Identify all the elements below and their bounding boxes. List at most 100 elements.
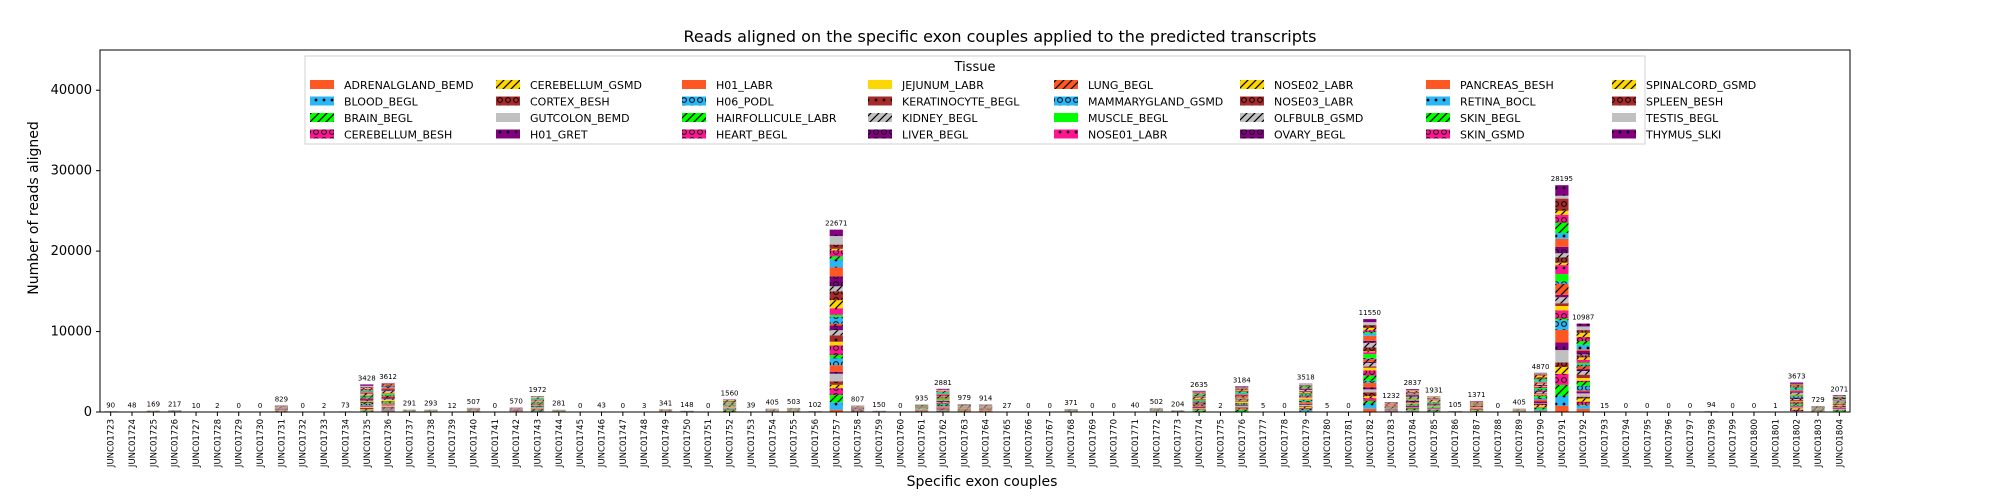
legend-label: CEREBELLUM_BESH bbox=[344, 129, 452, 142]
bar-segment bbox=[1299, 389, 1313, 392]
bar-segment bbox=[1576, 354, 1590, 356]
bar-segment bbox=[722, 407, 737, 408]
x-tick-label: JUNC01763 bbox=[960, 419, 970, 468]
legend-label: KIDNEY_BEGL bbox=[902, 112, 978, 125]
bar-segment bbox=[1555, 303, 1569, 306]
legend-item: H01_GRET bbox=[496, 129, 588, 142]
bar-segment bbox=[1405, 399, 1420, 401]
bar-segment bbox=[1235, 400, 1249, 402]
bar-segment bbox=[1533, 407, 1548, 410]
data-label: 0 bbox=[1111, 402, 1115, 410]
data-label: 169 bbox=[147, 401, 160, 409]
bar-segment bbox=[829, 248, 843, 251]
bar-segment bbox=[1235, 402, 1249, 404]
bar-segment bbox=[530, 407, 545, 408]
data-label: 2 bbox=[215, 402, 219, 410]
bar-segment bbox=[1363, 325, 1377, 328]
x-tick-label: JUNC01774 bbox=[1195, 419, 1205, 468]
bar-segment bbox=[1576, 391, 1590, 394]
legend-label: CEREBELLUM_GSMD bbox=[530, 79, 642, 92]
legend-item: RETINA_BOCL bbox=[1426, 96, 1537, 109]
x-tick-label: JUNC01728 bbox=[213, 419, 223, 468]
bar-segment bbox=[1299, 393, 1313, 395]
legend-label: HAIRFOLLICULE_LABR bbox=[716, 112, 837, 125]
bar-segment bbox=[1576, 326, 1590, 331]
bar-segment bbox=[1790, 383, 1804, 385]
x-tick-label: JUNC01780 bbox=[1323, 419, 1333, 468]
bar-segment bbox=[1576, 404, 1590, 406]
bar-segment bbox=[530, 401, 545, 403]
legend-label: SKIN_BEGL bbox=[1460, 112, 1521, 125]
bar-segment bbox=[1192, 405, 1206, 406]
bar-segment bbox=[936, 405, 950, 407]
x-tick-label: JUNC01723 bbox=[107, 419, 117, 468]
x-tick-label: JUNC01742 bbox=[512, 419, 522, 468]
bar-segment bbox=[829, 323, 843, 326]
bar-segment bbox=[1299, 391, 1313, 393]
bar-segment bbox=[1235, 390, 1249, 392]
legend-item: HEART_BEGL bbox=[682, 129, 788, 142]
bar-segment bbox=[1576, 401, 1590, 405]
legend-label: BRAIN_BEGL bbox=[344, 112, 413, 125]
y-tick-label: 30000 bbox=[51, 164, 92, 179]
legend-swatch bbox=[1612, 96, 1636, 106]
bar-segment bbox=[1427, 403, 1441, 405]
x-tick-label: JUNC01785 bbox=[1430, 419, 1440, 468]
x-tick-label: JUNC01735 bbox=[363, 419, 373, 468]
x-tick-label: JUNC01795 bbox=[1643, 419, 1653, 468]
bar-segment bbox=[1790, 401, 1804, 403]
data-label: 0 bbox=[1645, 402, 1649, 410]
data-label: 0 bbox=[1026, 402, 1030, 410]
bar-segment bbox=[381, 383, 395, 385]
bar-stack bbox=[1149, 407, 1164, 412]
data-label: 935 bbox=[915, 394, 928, 402]
bar-segment bbox=[936, 397, 950, 399]
bar-segment bbox=[1533, 405, 1548, 408]
bar-segment bbox=[829, 291, 843, 301]
legend-label: CORTEX_BESH bbox=[530, 96, 610, 109]
bar-segment bbox=[722, 406, 737, 407]
bar-segment bbox=[1363, 335, 1377, 341]
bar-stack bbox=[1469, 400, 1484, 412]
bar-segment bbox=[936, 391, 950, 393]
bar-segment bbox=[829, 267, 843, 277]
x-tick-label: JUNC01765 bbox=[1003, 419, 1013, 468]
bar-segment bbox=[1555, 305, 1569, 311]
bar-segment bbox=[1363, 362, 1377, 367]
bar-stack bbox=[1384, 402, 1398, 412]
x-tick-label: JUNC01761 bbox=[918, 419, 928, 468]
bar-segment bbox=[1576, 337, 1590, 342]
bar-segment bbox=[1363, 408, 1377, 412]
data-label: 0 bbox=[1282, 402, 1286, 410]
bar-segment bbox=[829, 250, 843, 257]
x-tick-label: JUNC01802 bbox=[1793, 419, 1803, 468]
bar-stack bbox=[1192, 390, 1206, 412]
legend-label: HEART_BEGL bbox=[716, 129, 788, 142]
data-label: 105 bbox=[1448, 401, 1461, 409]
bar-segment bbox=[1555, 185, 1569, 196]
bar-segment bbox=[381, 395, 395, 398]
bar-segment bbox=[936, 401, 950, 403]
bar-segment bbox=[936, 408, 950, 410]
bar-segment bbox=[1192, 408, 1206, 410]
bar-segment bbox=[1555, 210, 1569, 215]
legend-swatch bbox=[310, 129, 334, 139]
x-tick-label: JUNC01740 bbox=[469, 419, 479, 468]
bar-segment bbox=[829, 409, 843, 412]
bar-segment bbox=[1790, 409, 1804, 411]
bar-segment bbox=[1555, 320, 1569, 330]
bar-segment bbox=[1427, 408, 1441, 409]
data-label: 0 bbox=[1730, 402, 1734, 410]
bar-segment bbox=[1405, 393, 1420, 394]
data-label: 0 bbox=[1047, 402, 1051, 410]
bar-segment bbox=[829, 371, 843, 374]
bar-segment bbox=[1533, 383, 1548, 385]
legend-label: H01_GRET bbox=[530, 129, 588, 142]
legend-item: MUSCLE_BEGL bbox=[1054, 112, 1169, 125]
bar-segment bbox=[1299, 407, 1313, 409]
legend-item: NOSE03_LABR bbox=[1240, 96, 1354, 109]
bar-segment bbox=[1192, 403, 1206, 405]
bar-segment bbox=[1192, 397, 1206, 399]
legend-item: TESTIS_BEGL bbox=[1612, 112, 1719, 125]
bar-segment bbox=[360, 388, 374, 390]
